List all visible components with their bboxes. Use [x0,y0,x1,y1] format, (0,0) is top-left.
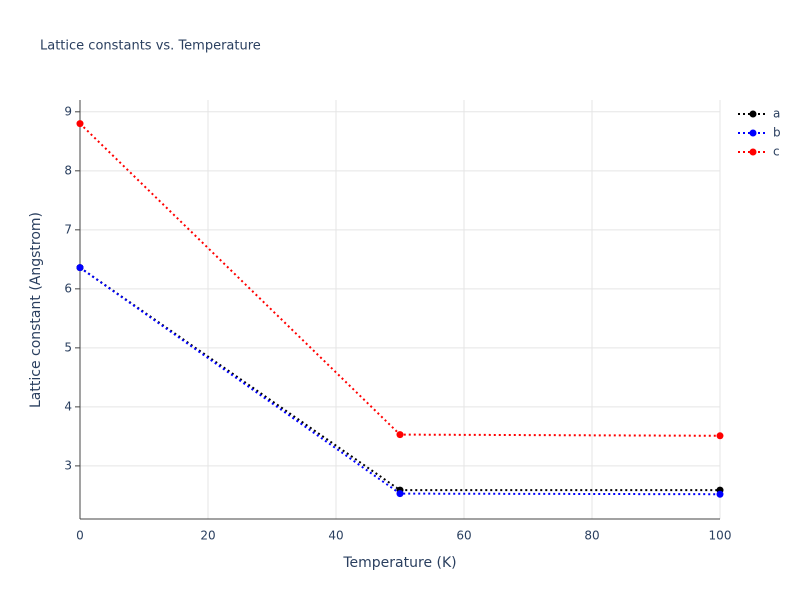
legend-label[interactable]: c [773,145,780,159]
y-tick-label: 7 [64,222,72,236]
x-tick-label: 0 [76,529,84,543]
data-point [396,431,404,439]
x-tick-label: 40 [328,529,343,543]
y-tick-label: 9 [64,104,72,118]
y-tick-label: 3 [64,458,72,472]
y-tick-label: 8 [64,163,72,177]
legend-label[interactable]: a [773,107,780,121]
legend-marker [749,148,757,156]
x-tick-label: 20 [200,529,215,543]
data-point [716,490,724,498]
x-tick-label: 100 [709,529,732,543]
y-tick-label: 6 [64,281,72,295]
series-line [79,266,720,492]
y-tick-label: 5 [64,340,72,354]
chart-title: Lattice constants vs. Temperature [40,39,261,54]
data-point [396,490,404,498]
series-line [79,266,721,496]
y-axis-label: Lattice constant (Angstrom) [28,212,44,408]
data-point [716,432,724,440]
legend-marker [749,129,757,137]
x-tick-label: 60 [456,529,471,543]
legend-label[interactable]: b [773,126,781,140]
x-axis-label: Temperature (K) [342,555,456,571]
x-tick-label: 80 [584,529,599,543]
data-point [76,264,84,272]
legend-marker [749,110,757,118]
data-point [76,120,84,128]
y-tick-label: 4 [64,399,72,413]
